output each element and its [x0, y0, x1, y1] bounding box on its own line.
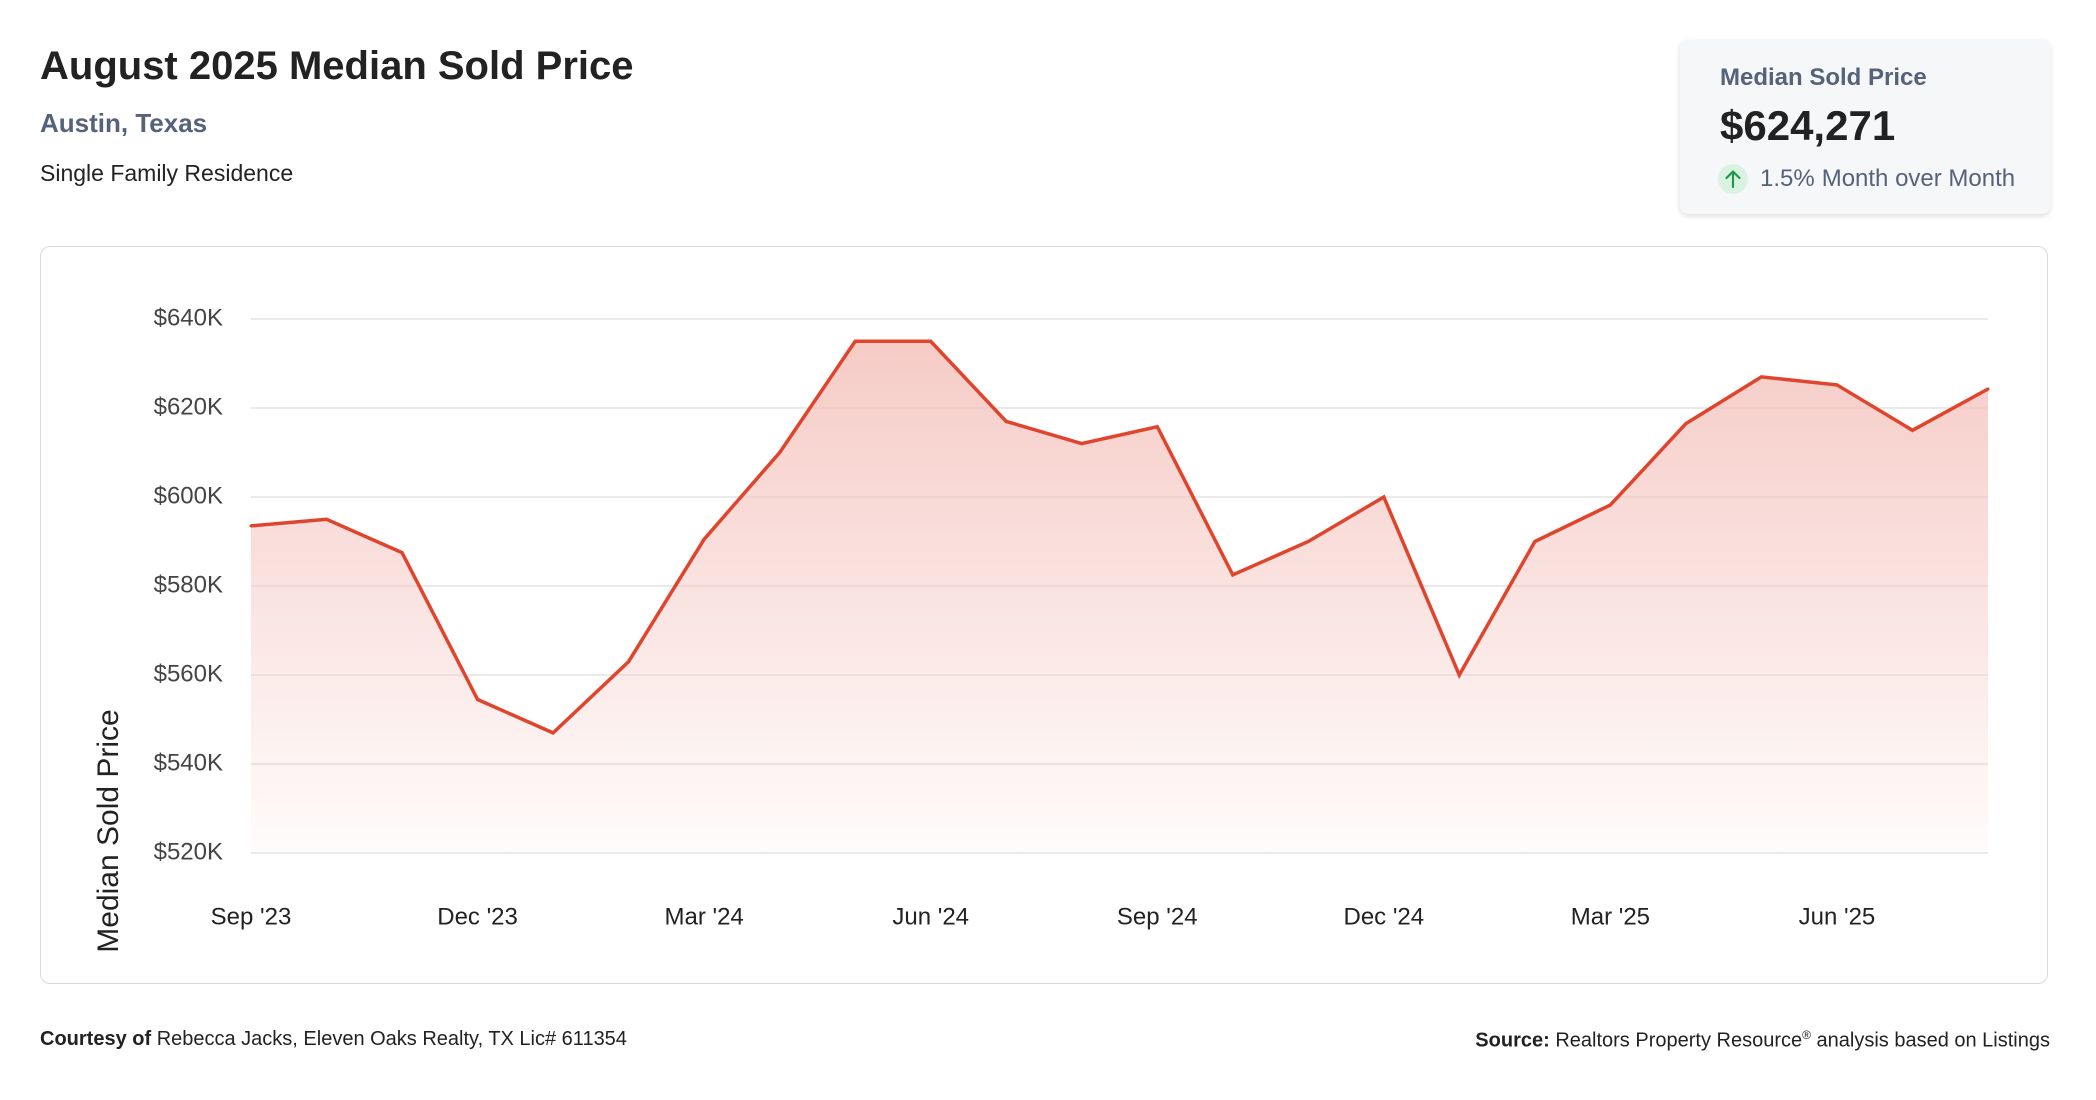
data-point: [1910, 428, 1914, 432]
data-point: [1155, 425, 1159, 429]
data-point: [551, 731, 555, 735]
data-point: [1080, 442, 1084, 446]
data-point: [1533, 540, 1537, 543]
x-tick-label: Jun '25: [1799, 903, 1876, 930]
stat-value: $624,271: [1720, 102, 1896, 149]
data-point: [1004, 419, 1008, 423]
up-arrow-icon: [1718, 164, 1748, 194]
y-tick-label: $600K: [154, 482, 223, 509]
registered-mark: ®: [1802, 1028, 1811, 1042]
median-price-card: Median Sold Price $624,271 1.5% Month ov…: [1680, 40, 2050, 214]
x-tick-label: Jun '24: [892, 903, 969, 930]
y-axis-label: Median Sold Price: [92, 709, 125, 952]
data-point: [702, 537, 706, 541]
data-point: [627, 660, 631, 664]
courtesy-label: Courtesy of: [40, 1028, 152, 1050]
source-label: Source:: [1475, 1029, 1550, 1052]
page-title: August 2025 Median Sold Price: [40, 44, 634, 88]
data-point: [1759, 375, 1763, 379]
data-point: [1986, 387, 1990, 391]
data-point: [853, 339, 857, 343]
source-credit: Source: Realtors Property Resource® anal…: [1475, 1028, 2050, 1053]
data-point: [929, 339, 933, 343]
location-label: Austin, Texas: [40, 108, 208, 138]
source-text-tail: analysis based on Listings: [1816, 1029, 2050, 1052]
data-point: [1382, 495, 1386, 499]
property-type-label: Single Family Residence: [40, 160, 294, 186]
y-tick-label: $540K: [154, 749, 223, 776]
x-tick-label: Sep '23: [211, 903, 292, 930]
data-point: [1457, 673, 1461, 677]
x-tick-label: Dec '23: [437, 903, 518, 930]
median-price-area: [251, 341, 1988, 853]
data-point: [1835, 383, 1839, 387]
data-point: [249, 524, 253, 528]
data-point: [778, 451, 782, 454]
data-point: [325, 517, 329, 521]
data-point: [476, 697, 480, 701]
x-tick-label: Mar '25: [1571, 903, 1650, 930]
stat-change-label: Month over Month: [1821, 165, 2016, 192]
y-tick-label: $620K: [154, 393, 223, 420]
stat-change: 1.5% Month over Month: [1718, 162, 2015, 196]
x-tick-label: Dec '24: [1344, 903, 1425, 930]
source-text: Realtors Property Resource: [1555, 1029, 1803, 1052]
y-tick-label: $580K: [154, 571, 223, 598]
courtesy-credit: Courtesy of Rebecca Jacks, Eleven Oaks R…: [40, 1028, 627, 1051]
median-price-chart: $640K $620K $600K $580K $560K $540K $520K Sep …: [92, 304, 1990, 953]
data-point: [1306, 540, 1310, 543]
data-point: [1231, 573, 1235, 577]
stat-change-value: 1.5%: [1760, 165, 1815, 192]
y-tick-label: $520K: [154, 838, 223, 865]
stat-label: Median Sold Price: [1720, 64, 1927, 91]
median-price-line: [250, 339, 1989, 735]
y-tick-label: $560K: [154, 660, 223, 687]
y-tick-label: $640K: [154, 304, 223, 331]
x-tick-label: Sep '24: [1117, 903, 1198, 930]
x-tick-label: Mar '24: [664, 903, 743, 930]
data-point: [1608, 503, 1612, 507]
data-point: [400, 551, 404, 555]
data-point: [1684, 422, 1688, 426]
courtesy-text: Rebecca Jacks, Eleven Oaks Realty, TX Li…: [156, 1028, 627, 1050]
chart-panel: $640K $620K $600K $580K $560K $540K $520K Sep …: [40, 246, 2048, 984]
